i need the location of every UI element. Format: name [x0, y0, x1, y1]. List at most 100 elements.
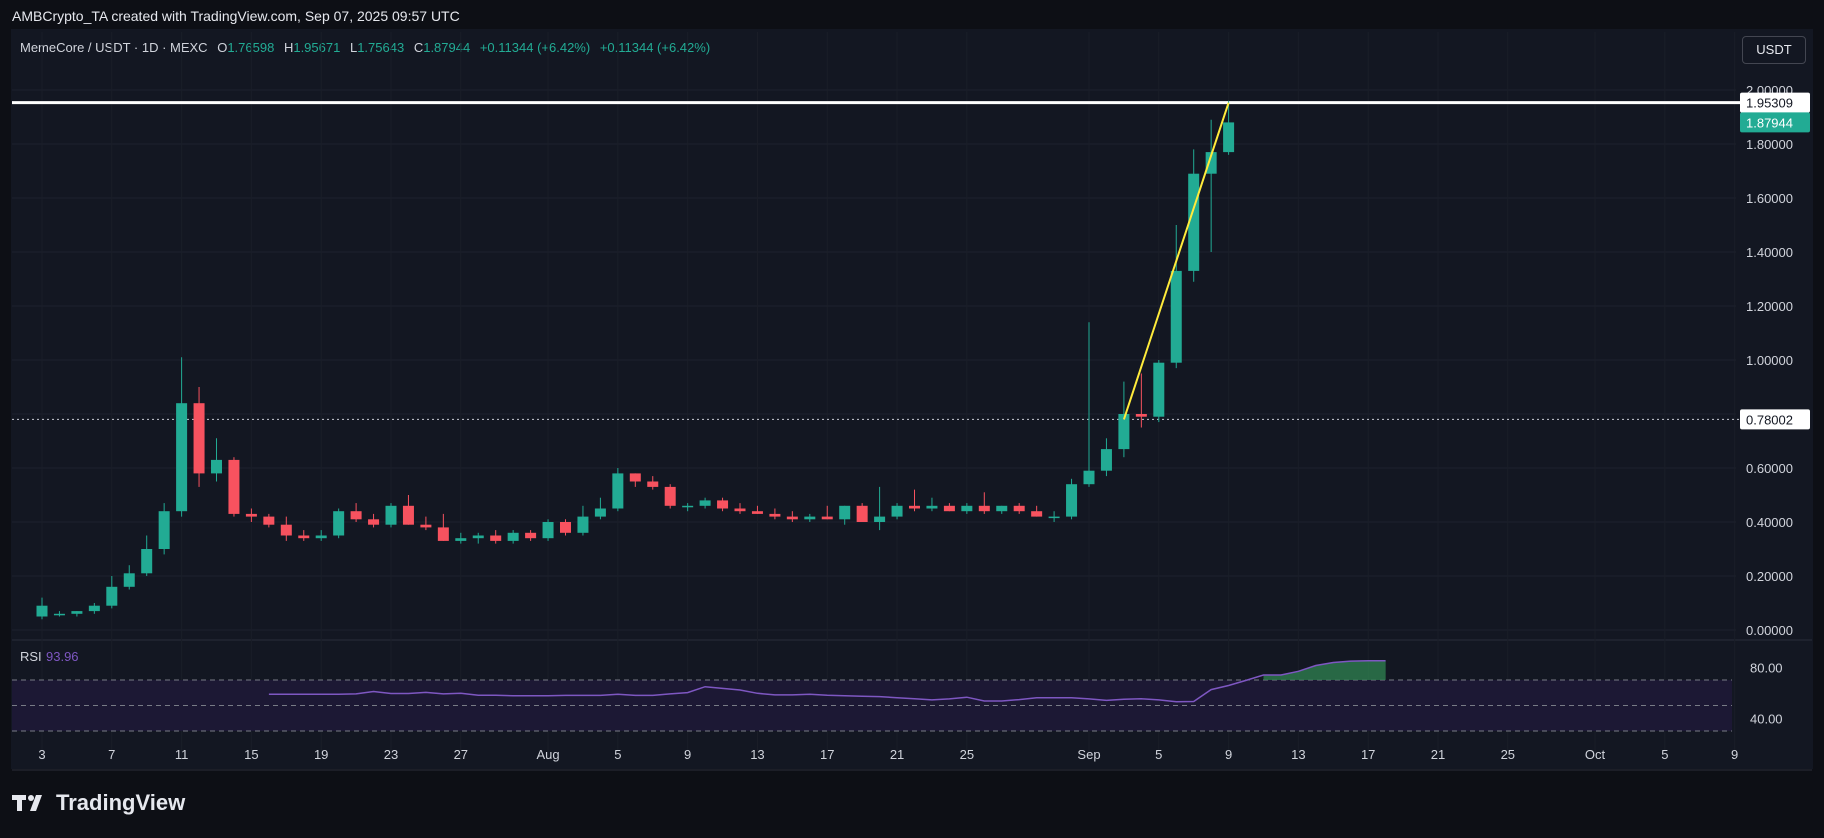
candle-body — [123, 573, 135, 587]
candle-body — [821, 516, 833, 520]
candle-body — [909, 505, 920, 509]
candle-body — [1031, 511, 1043, 517]
candle-body — [560, 522, 571, 533]
candle-body — [612, 473, 624, 509]
symbol-title[interactable]: MemeCore / USDT · 1D · MEXC — [20, 40, 208, 55]
time-tick-label: Oct — [1585, 747, 1606, 762]
candle-body — [874, 516, 886, 522]
candle-body — [629, 473, 641, 482]
candle-body — [158, 511, 170, 549]
candle-body — [594, 508, 606, 517]
chart-caption: AMBCrypto_TA created with TradingView.co… — [12, 8, 460, 24]
candle-body — [245, 513, 257, 517]
time-tick-label: 3 — [38, 747, 45, 762]
candle-body — [141, 549, 153, 574]
time-tick-label: 9 — [1731, 747, 1738, 762]
change-value-2: +0.11344 (+6.42%) — [599, 40, 711, 55]
time-tick-label: 15 — [244, 747, 258, 762]
candle-body — [926, 505, 938, 509]
candle-body — [437, 527, 449, 541]
time-tick-label: 13 — [750, 747, 764, 762]
price-tick-label: 1.00000 — [1746, 353, 1793, 368]
price-tick-label: 1.80000 — [1746, 137, 1793, 152]
candle-body — [228, 459, 240, 514]
price-tick-label: 0.00000 — [1746, 623, 1793, 638]
price-tick-label: 0.60000 — [1746, 461, 1793, 476]
candle-body — [315, 535, 327, 539]
candle-body — [647, 481, 659, 487]
open-value: 1.76598 — [227, 40, 275, 55]
time-tick-label: 7 — [108, 747, 115, 762]
change-value: +0.11344 (+6.42%) — [479, 40, 591, 55]
candle-body — [280, 524, 292, 536]
candle-body — [804, 516, 816, 520]
candle-body — [1223, 122, 1235, 153]
candle-body — [455, 538, 467, 541]
candle-body — [996, 505, 1008, 512]
time-tick-label: 17 — [820, 747, 834, 762]
rsi-tick-label: 80.00 — [1750, 660, 1783, 675]
candle-body — [472, 535, 484, 539]
currency-button[interactable]: USDT — [1742, 36, 1806, 64]
time-tick-label: 21 — [890, 747, 904, 762]
rsi-overbought-fill — [1263, 660, 1386, 680]
time-tick-label: 9 — [684, 747, 691, 762]
candle-body — [1083, 470, 1095, 485]
candle-body — [1066, 484, 1078, 517]
candle-body — [577, 516, 589, 533]
candle-body — [542, 522, 554, 539]
trendline — [1122, 102, 1230, 420]
open-label: O — [217, 40, 228, 55]
candle-body — [385, 505, 397, 525]
candle-body — [839, 505, 851, 520]
time-tick-label: 11 — [175, 747, 189, 762]
candle-body — [961, 505, 973, 512]
candle-body — [507, 532, 519, 541]
time-tick-label: 25 — [960, 747, 974, 762]
candle-body — [769, 513, 781, 517]
candle-body — [978, 505, 990, 512]
tradingview-logo[interactable]: TradingView — [12, 790, 185, 816]
candle-body — [734, 508, 746, 512]
tradingview-logo-icon — [12, 795, 42, 811]
time-tick-label: 21 — [1431, 747, 1445, 762]
time-tick-label: 17 — [1361, 747, 1375, 762]
rsi-line — [268, 660, 1386, 703]
candle-body — [786, 516, 798, 520]
candle-body — [350, 511, 362, 520]
candle-body — [664, 486, 676, 506]
candle-body — [1048, 516, 1060, 519]
candle-body — [1100, 449, 1112, 471]
price-tick-label: 1.60000 — [1746, 191, 1793, 206]
time-tick-label: Sep — [1077, 747, 1100, 762]
candle-body — [1188, 173, 1200, 271]
candle-body — [176, 403, 188, 512]
candle-body — [1205, 152, 1217, 174]
candle-body — [699, 500, 711, 506]
close-value: 1.87944 — [423, 40, 471, 55]
rsi-tick-label: 40.00 — [1750, 711, 1783, 726]
candle-body — [751, 511, 763, 514]
rsi-label: RSI — [20, 649, 42, 664]
support-label: 0.78002 — [1746, 412, 1793, 427]
candle-body — [211, 459, 222, 474]
last-price-label: 1.87944 — [1746, 115, 1793, 130]
time-tick-label: 5 — [1661, 747, 1668, 762]
price-tick-label: 1.20000 — [1746, 299, 1793, 314]
time-tick-label: 27 — [454, 747, 468, 762]
candle-body — [717, 500, 729, 509]
time-tick-label: 5 — [1155, 747, 1162, 762]
resistance-label-bg — [1740, 92, 1810, 113]
candle-body — [420, 524, 432, 528]
ohlc-legend: MemeCore / USDT · 1D · MEXC O1.76598 H1.… — [20, 40, 710, 55]
candle-body — [891, 505, 903, 517]
candle-body — [106, 586, 118, 606]
time-tick-label: 5 — [614, 747, 621, 762]
resistance-label: 1.95309 — [1746, 96, 1793, 111]
candle-body — [298, 535, 310, 539]
low-label: L — [349, 40, 358, 55]
candle-body — [490, 535, 502, 541]
candle-body — [525, 532, 537, 539]
support-label-bg — [1740, 409, 1810, 430]
